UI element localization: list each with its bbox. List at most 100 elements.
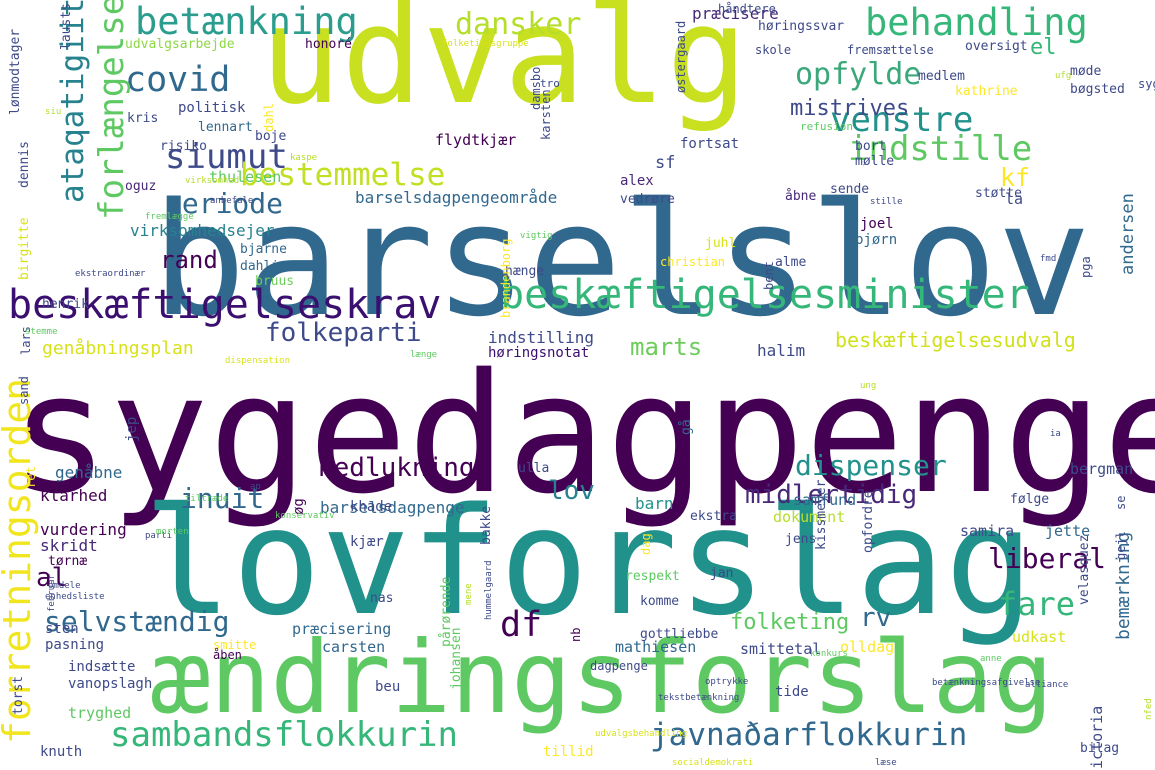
word-55: skridt bbox=[40, 536, 98, 555]
word-160: refusion bbox=[800, 120, 853, 133]
word-100: jep bbox=[124, 416, 140, 442]
word-108: respekt bbox=[625, 569, 680, 584]
word-123: knuth bbox=[40, 744, 83, 760]
word-184: enhedsliste bbox=[45, 592, 105, 602]
word-187: hummelgaard bbox=[484, 560, 494, 620]
word-78: thulesen bbox=[209, 168, 282, 186]
word-26: nedlukning bbox=[318, 453, 475, 483]
word-179: tiltræde bbox=[185, 494, 229, 504]
word-109: komme bbox=[640, 594, 680, 609]
word-22: kf bbox=[1000, 163, 1031, 192]
word-186: mene bbox=[464, 583, 474, 605]
word-153: håndtere bbox=[718, 2, 776, 16]
word-165: siu bbox=[45, 107, 62, 117]
word-122: tide bbox=[775, 684, 809, 700]
word-74: lennart bbox=[198, 120, 253, 135]
word-13: opfylde bbox=[795, 57, 922, 92]
word-97: dahlin bbox=[240, 259, 287, 274]
word-114: sten bbox=[45, 621, 79, 637]
word-183: omdele bbox=[48, 581, 81, 591]
word-104: khade bbox=[350, 499, 393, 515]
word-173: ekstraordinær bbox=[75, 269, 146, 279]
word-148: gejl bbox=[1114, 531, 1128, 560]
word-21: el bbox=[1030, 35, 1057, 60]
word-17: bestemmelse bbox=[240, 157, 446, 193]
word-12: covid bbox=[125, 60, 231, 100]
word-155: fremsættelse bbox=[847, 43, 934, 57]
word-85: sende bbox=[830, 182, 870, 197]
word-141: dahl bbox=[262, 103, 276, 132]
word-40: mistrives bbox=[790, 96, 910, 121]
word-103: følge bbox=[1010, 492, 1050, 507]
word-68: bergman bbox=[1070, 460, 1134, 478]
word-111: jan bbox=[710, 566, 734, 581]
word-161: tro bbox=[540, 77, 560, 90]
word-118: dagpenge bbox=[590, 659, 648, 673]
word-139: bakke bbox=[479, 505, 494, 545]
word-197: læse bbox=[875, 758, 897, 768]
word-94: hænge bbox=[505, 264, 545, 279]
word-167: virksomhed bbox=[185, 176, 240, 186]
word-14: venstre bbox=[830, 100, 974, 140]
word-130: birgitte bbox=[17, 217, 32, 280]
word-31: liberal bbox=[988, 542, 1107, 575]
word-196: socialdemokrati bbox=[672, 758, 754, 768]
word-194: alliance bbox=[1025, 680, 1069, 690]
word-80: boje bbox=[255, 129, 287, 144]
word-83: vedrøre bbox=[620, 192, 675, 207]
word-43: andersen bbox=[1118, 193, 1138, 275]
word-88: bort bbox=[855, 139, 887, 154]
word-99: henrik bbox=[42, 297, 89, 312]
word-39: beskæftigelsesudvalg bbox=[835, 328, 1076, 352]
word-84: åbne bbox=[785, 189, 817, 204]
word-29: lov bbox=[548, 476, 595, 506]
word-149: se bbox=[1114, 495, 1128, 510]
word-51: barselsdagpenge bbox=[320, 498, 465, 517]
word-92: juhl bbox=[705, 236, 737, 251]
word-133: ret bbox=[24, 466, 38, 488]
word-191: tekstbetænkning bbox=[658, 693, 740, 703]
word-65: jette bbox=[1045, 522, 1091, 540]
word-46: høringsnotat bbox=[488, 345, 590, 361]
word-1: barselslov bbox=[152, 169, 1092, 351]
word-117: åben bbox=[213, 648, 242, 662]
word-66: dokument bbox=[773, 508, 846, 526]
word-170: stille bbox=[870, 197, 903, 207]
word-45: indstilling bbox=[488, 328, 594, 347]
word-143: karsten bbox=[539, 89, 553, 140]
word-140: brandenborg bbox=[499, 238, 513, 318]
word-105: jens bbox=[785, 532, 817, 547]
word-37: marts bbox=[630, 333, 703, 361]
word-120: vanopslagh bbox=[68, 676, 153, 692]
word-113: tørnæ bbox=[48, 554, 88, 569]
word-176: længe bbox=[410, 350, 438, 360]
word-129: dennis bbox=[17, 141, 32, 188]
word-64: samira bbox=[960, 522, 1015, 540]
word-33: selvstændig bbox=[44, 605, 230, 638]
word-36: al bbox=[36, 563, 68, 593]
word-28: inuit bbox=[180, 482, 265, 515]
word-128: lønmodtager bbox=[8, 28, 23, 115]
word-89: joel bbox=[860, 216, 894, 232]
word-62: udkast bbox=[1012, 628, 1067, 646]
word-52: barn bbox=[635, 494, 674, 513]
word-138: johansen bbox=[449, 627, 464, 690]
word-192: betænkningsafgivelse bbox=[932, 678, 1041, 688]
word-49: præcisere bbox=[692, 4, 779, 23]
word-112: nas bbox=[370, 591, 394, 606]
word-25: folkeparti bbox=[265, 318, 422, 348]
word-71: honoré bbox=[305, 37, 352, 52]
word-18: forlængelse bbox=[92, 0, 132, 220]
word-174: dispensation bbox=[225, 356, 291, 366]
word-32: fare bbox=[998, 585, 1076, 623]
word-172: fmd bbox=[1040, 254, 1057, 264]
word-180: konservativ bbox=[275, 511, 335, 521]
word-5: beskæftigelsesminister bbox=[500, 272, 1030, 318]
word-177: ung bbox=[860, 381, 877, 391]
word-188: konkurs bbox=[810, 649, 848, 659]
word-96: bjarne bbox=[240, 242, 287, 257]
word-72: flydtkjær bbox=[435, 131, 517, 149]
word-87: mølle bbox=[855, 154, 895, 169]
word-27: dispenser bbox=[795, 449, 947, 482]
word-98: bruus bbox=[255, 274, 295, 289]
